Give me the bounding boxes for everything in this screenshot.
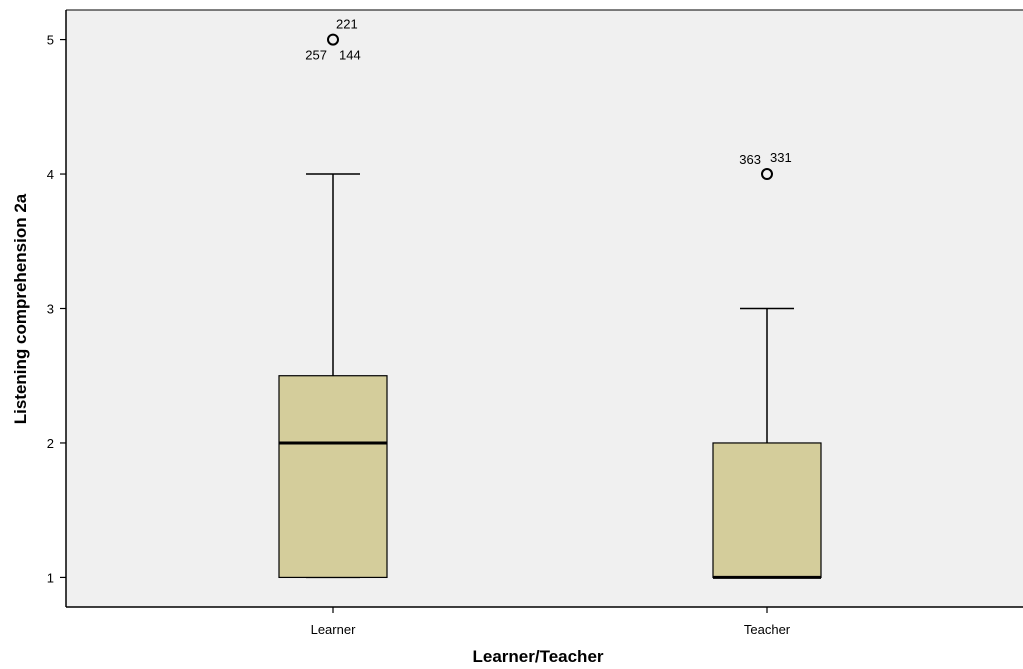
x-tick-label: Teacher — [744, 622, 791, 637]
iqr-box — [712, 442, 822, 579]
outlier-label: 144 — [339, 48, 361, 63]
y-tick-label: 4 — [47, 167, 54, 182]
x-tick-label: Learner — [311, 622, 356, 637]
y-tick-label: 3 — [47, 302, 54, 317]
outlier-label: 221 — [336, 17, 358, 32]
iqr-box — [278, 375, 388, 579]
outlier-label: 257 — [305, 48, 327, 63]
box-teacher: 363 331 — [712, 150, 822, 579]
y-tick-label: 5 — [47, 33, 54, 48]
x-axis-ticks: Learner Teacher — [311, 607, 791, 637]
y-axis-ticks: 1 2 3 4 5 — [47, 33, 66, 585]
outlier-label: 331 — [770, 150, 792, 165]
outlier-point — [761, 168, 773, 181]
y-axis-title: Listening comprehension 2a — [11, 193, 30, 424]
box-learner: 221 257 144 — [278, 17, 388, 579]
outlier-label: 363 — [739, 152, 761, 167]
outlier-point — [327, 33, 339, 46]
x-axis-title: Learner/Teacher — [472, 647, 603, 666]
y-tick-label: 1 — [47, 570, 54, 585]
y-tick-label: 2 — [47, 436, 54, 451]
box-series: 221 257 144 363 331 — [278, 17, 822, 579]
plot-area — [66, 10, 1023, 607]
